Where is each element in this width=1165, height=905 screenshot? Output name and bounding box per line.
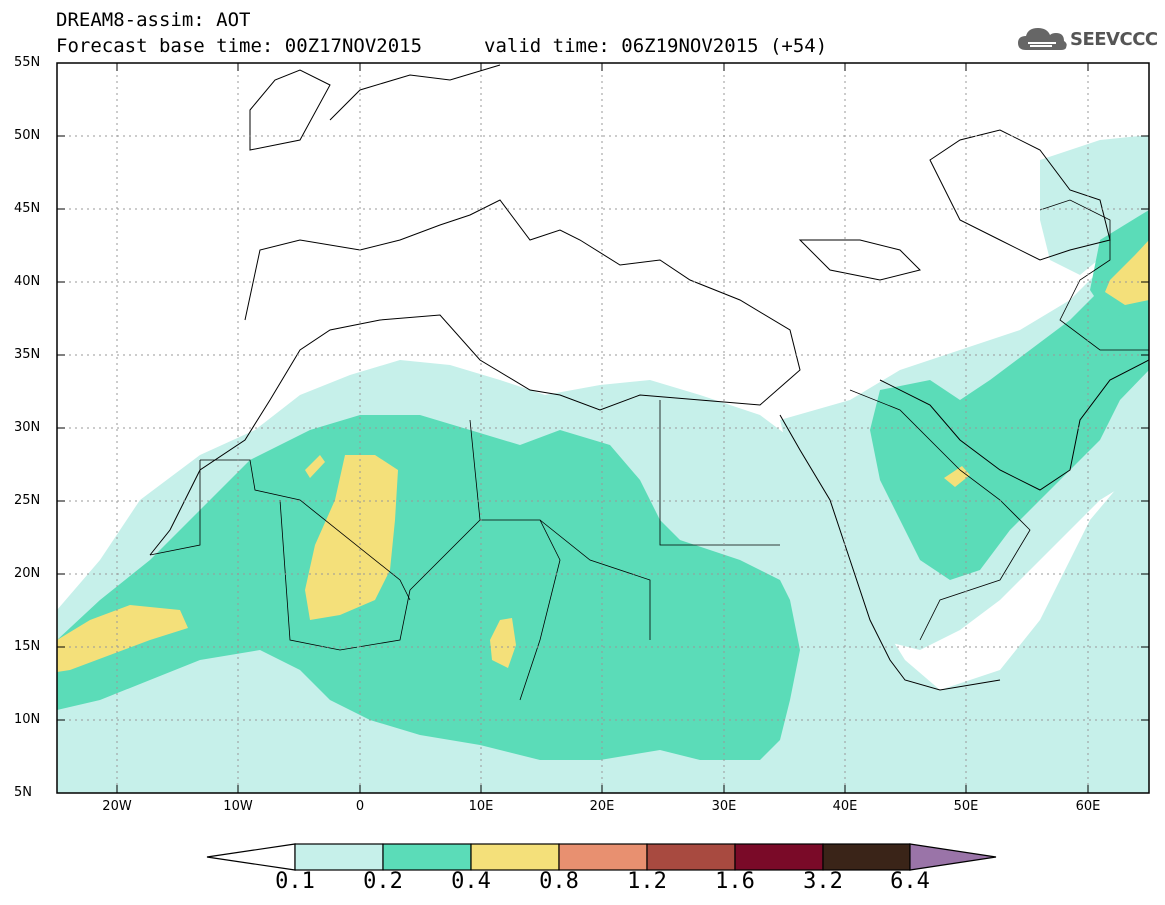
colorbar-below-arrow (206, 843, 296, 871)
lon-label: 10W (223, 799, 253, 814)
colorbar-label: 0.2 (363, 869, 403, 894)
lat-label: 50N (14, 128, 41, 143)
colorbar-label: 3.2 (803, 869, 843, 894)
valid-time: valid time: 06Z19NOV2015 (+54) (484, 35, 828, 57)
colorbar-above-arrow (909, 843, 997, 871)
aot-band-0_2 (57, 210, 1149, 760)
lat-label: 35N (14, 347, 41, 362)
lon-label: 60E (1075, 799, 1101, 814)
aot-band-0_4 (57, 240, 1149, 672)
lon-label: 10E (468, 799, 494, 814)
logo-text: SEEVCCC (1070, 28, 1158, 50)
axis-ticks (57, 63, 1149, 793)
lon-label: 0 (355, 799, 365, 814)
colorbar-swatch-4 (646, 843, 736, 871)
lat-label: 55N (14, 55, 41, 70)
lon-label: 20E (589, 799, 615, 814)
aot-shading (57, 135, 1149, 793)
colorbar-swatch-3 (558, 843, 648, 871)
coastlines (149, 64, 1149, 691)
colorbar-swatch-2 (470, 843, 560, 871)
lat-label: 40N (14, 274, 41, 289)
colorbar-swatch-1 (382, 843, 472, 871)
map-title: DREAM8-assim: AOT (56, 9, 251, 31)
colorbar-swatch-5 (734, 843, 824, 871)
colorbar-swatch-0 (294, 843, 384, 871)
lon-label: 20W (102, 799, 132, 814)
colorbar-swatch-6 (822, 843, 911, 871)
lat-label: 20N (14, 566, 41, 581)
colorbar-label: 1.6 (715, 869, 755, 894)
cloud-icon (1018, 28, 1067, 50)
lat-label: 10N (14, 712, 41, 727)
lat-label: 30N (14, 420, 41, 435)
forecast-base-time: Forecast base time: 00Z17NOV2015 (56, 35, 423, 57)
lon-label: 40E (832, 799, 858, 814)
colorbar-label: 0.4 (451, 869, 491, 894)
colorbar-label: 0.1 (275, 869, 315, 894)
country-borders (149, 199, 1149, 701)
lat-label: 15N (14, 639, 41, 654)
colorbar-label: 0.8 (539, 869, 579, 894)
colorbar-label: 6.4 (890, 869, 930, 894)
colorbar (206, 843, 997, 871)
lon-label: 50E (953, 799, 979, 814)
lon-label: 30E (711, 799, 737, 814)
map-frame (56, 62, 1150, 794)
lat-label: 45N (14, 201, 41, 216)
lat-label: 5N (14, 785, 32, 800)
seevccc-logo: SEEVCCC (1016, 22, 1158, 56)
colorbar-label: 1.2 (627, 869, 667, 894)
lat-label: 25N (14, 493, 41, 508)
gridlines (57, 63, 1149, 793)
